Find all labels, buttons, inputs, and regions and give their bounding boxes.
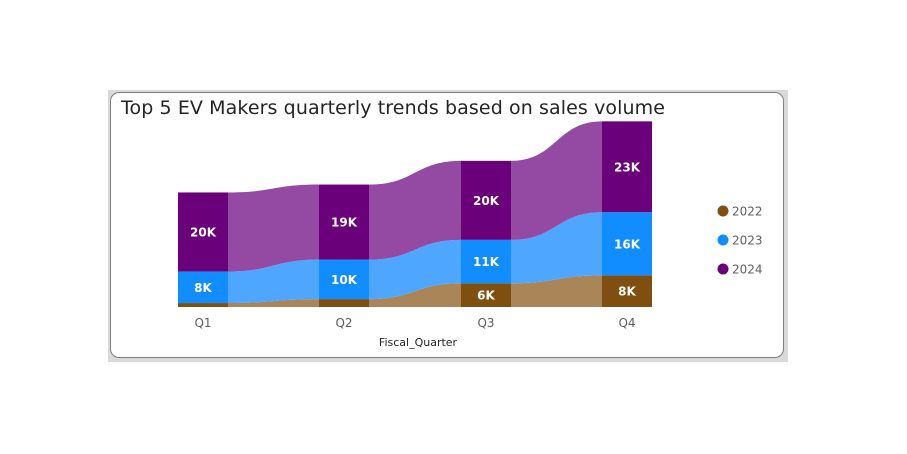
- data-label-2022-q3: 6K: [477, 289, 495, 303]
- ribbon-2022-q3-q4: [511, 275, 602, 307]
- bar-2023-q2[interactable]: [319, 259, 369, 300]
- bar-2024-q4[interactable]: [602, 121, 652, 213]
- data-label-2023-q1: 8K: [194, 281, 212, 295]
- bar-2023-q4[interactable]: [602, 212, 652, 276]
- bar-2022-q3[interactable]: [461, 283, 511, 307]
- bar-2023-q3[interactable]: [461, 239, 511, 284]
- data-label-2024-q2: 19K: [331, 216, 358, 230]
- data-label-2024-q1: 20K: [190, 225, 217, 239]
- bar-2024-q3[interactable]: [461, 160, 511, 240]
- data-label-2023-q4: 16K: [614, 237, 641, 251]
- legend-label-2022[interactable]: 2022: [732, 205, 763, 219]
- ribbon-2023-q3-q4: [511, 212, 602, 284]
- bar-2024-q2[interactable]: [319, 184, 369, 260]
- bar-2024-q1[interactable]: [178, 192, 228, 272]
- x-tick-q3: Q3: [477, 316, 494, 330]
- ribbon-2023-q1-q2: [228, 259, 319, 304]
- data-label-2023-q2: 10K: [331, 273, 358, 287]
- legend-marker-2023[interactable]: [717, 234, 729, 246]
- data-label-2022-q4: 8K: [618, 285, 636, 299]
- bar-2022-q4[interactable]: [602, 275, 652, 307]
- data-label-2024-q3: 20K: [473, 194, 500, 208]
- legend-label-2023[interactable]: 2023: [732, 234, 763, 248]
- ribbon-2022-q1-q2: [228, 299, 319, 307]
- chart-title: Top 5 EV Makers quarterly trends based o…: [121, 97, 666, 119]
- legend-marker-2024[interactable]: [717, 263, 729, 275]
- bar-2022-q1[interactable]: [178, 303, 228, 307]
- data-label-2023-q3: 11K: [473, 255, 500, 269]
- ribbon-2024-q1-q2: [228, 184, 319, 272]
- ribbon-2022-q2-q3: [369, 283, 461, 307]
- bar-2023-q1[interactable]: [178, 271, 228, 304]
- x-tick-q2: Q2: [335, 316, 352, 330]
- ribbon-2023-q2-q3: [369, 239, 461, 300]
- ribbon-2024-q2-q3: [369, 160, 461, 260]
- ribbon-2024-q3-q4: [511, 121, 602, 240]
- bar-2022-q2[interactable]: [319, 299, 369, 307]
- data-label-2024-q4: 23K: [614, 160, 641, 174]
- x-axis-title: Fiscal_Quarter: [379, 336, 458, 349]
- x-tick-q4: Q4: [618, 316, 635, 330]
- legend-label-2024[interactable]: 2024: [732, 263, 763, 277]
- legend-marker-2022[interactable]: [717, 205, 729, 217]
- x-tick-q1: Q1: [194, 316, 211, 330]
